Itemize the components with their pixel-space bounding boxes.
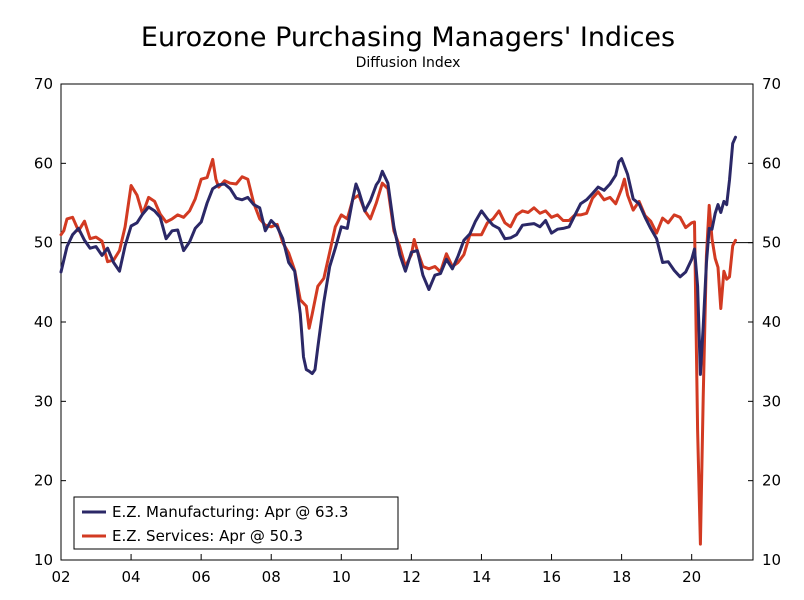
legend-label-services: E.Z. Services: Apr @ 50.3 bbox=[112, 527, 303, 545]
legend: E.Z. Manufacturing: Apr @ 63.3 E.Z. Serv… bbox=[73, 496, 399, 550]
x-tick-label: 10 bbox=[332, 568, 351, 586]
y-axis-right: 10 20 30 40 50 60 70 bbox=[748, 75, 781, 569]
x-tick-label: 08 bbox=[262, 568, 281, 586]
x-axis: 02 04 06 08 10 12 14 16 18 20 bbox=[51, 554, 701, 586]
y-tick-label-right: 50 bbox=[762, 234, 781, 252]
y-tick-label-left: 70 bbox=[34, 75, 53, 93]
chart-title: Eurozone Purchasing Managers' Indices bbox=[141, 22, 675, 53]
y-tick-label-right: 60 bbox=[762, 154, 781, 172]
y-tick-label-right: 40 bbox=[762, 313, 781, 331]
y-tick-label-left: 50 bbox=[34, 234, 53, 252]
y-tick-label-left: 40 bbox=[34, 313, 53, 331]
y-tick-label-right: 70 bbox=[762, 75, 781, 93]
series-line-manufacturing bbox=[59, 135, 737, 376]
chart-subtitle: Diffusion Index bbox=[356, 55, 461, 71]
x-tick-label: 02 bbox=[51, 568, 70, 586]
series-line-services bbox=[59, 157, 737, 546]
legend-box bbox=[73, 496, 399, 550]
y-tick-label-left: 20 bbox=[34, 472, 53, 490]
series-layer bbox=[59, 135, 737, 546]
x-tick-label: 06 bbox=[192, 568, 211, 586]
y-tick-label-right: 20 bbox=[762, 472, 781, 490]
x-tick-label: 14 bbox=[472, 568, 491, 586]
y-tick-label-right: 30 bbox=[762, 392, 781, 410]
x-tick-label: 12 bbox=[402, 568, 421, 586]
y-tick-label-left: 30 bbox=[34, 392, 53, 410]
y-tick-label-left: 10 bbox=[34, 551, 53, 569]
y-tick-label-right: 10 bbox=[762, 551, 781, 569]
plot-area bbox=[60, 83, 754, 561]
x-tick-label: 18 bbox=[612, 568, 631, 586]
x-tick-label: 16 bbox=[542, 568, 561, 586]
x-tick-label: 20 bbox=[682, 568, 701, 586]
y-axis-left: 10 20 30 40 50 60 70 bbox=[34, 75, 66, 569]
y-tick-label-left: 60 bbox=[34, 154, 53, 172]
legend-label-manufacturing: E.Z. Manufacturing: Apr @ 63.3 bbox=[112, 503, 348, 521]
x-tick-label: 04 bbox=[122, 568, 141, 586]
